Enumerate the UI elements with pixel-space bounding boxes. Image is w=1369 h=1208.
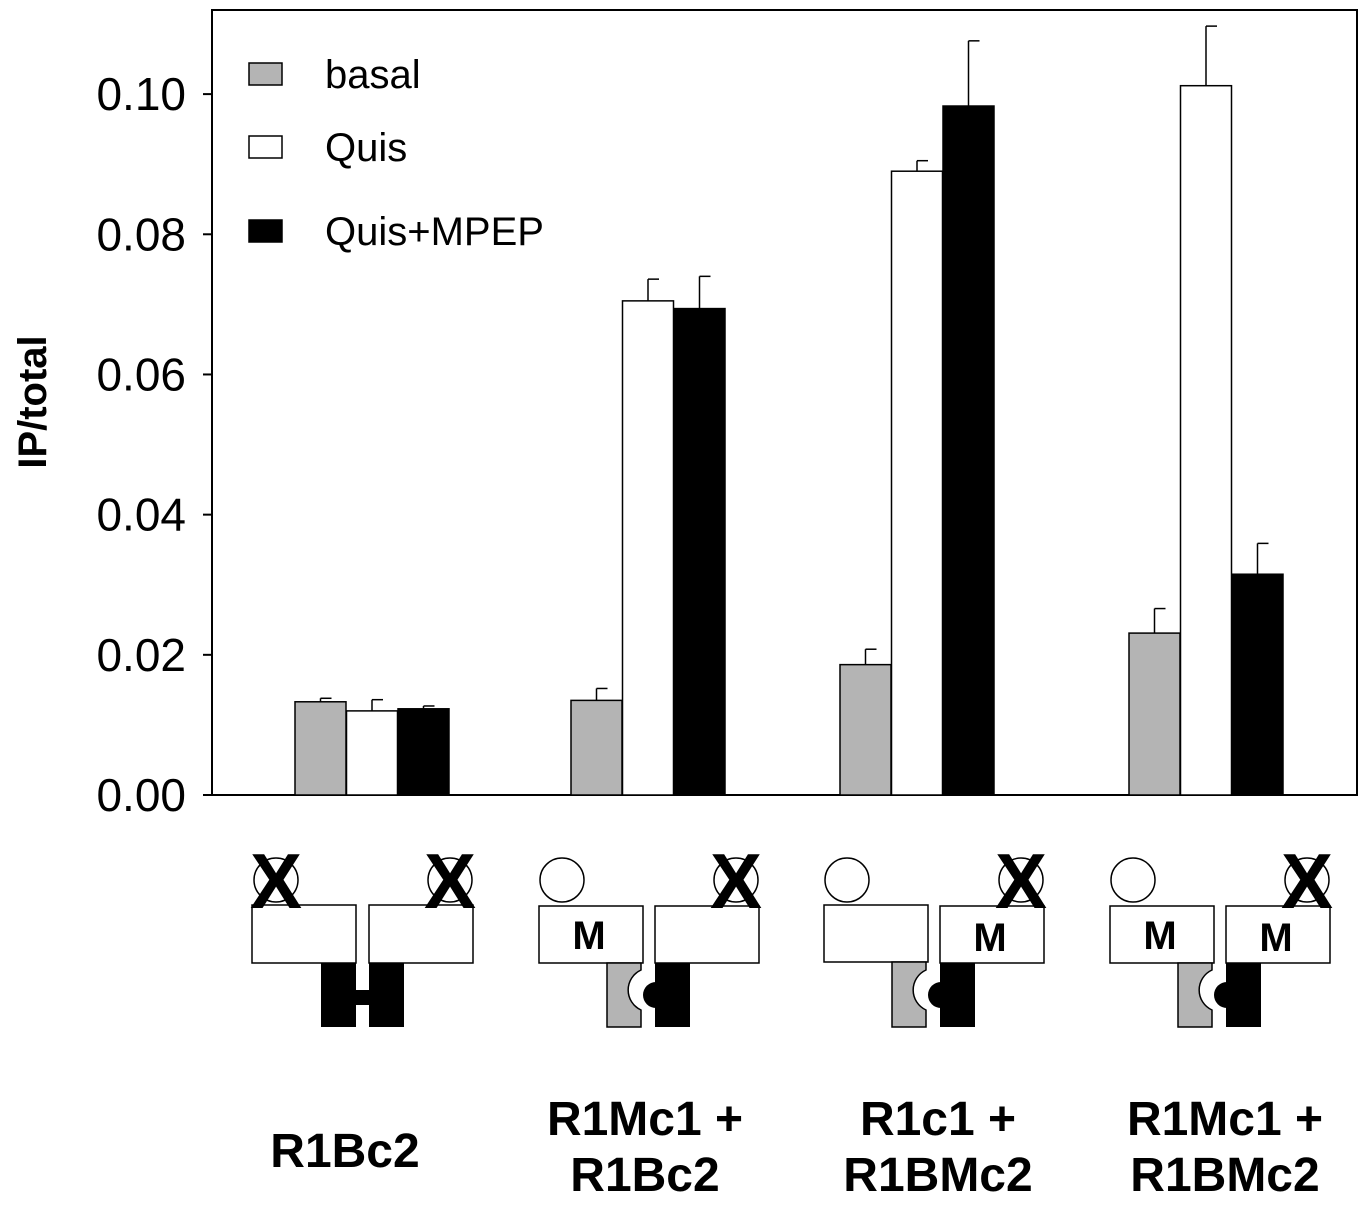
receptor-box bbox=[654, 905, 760, 964]
receptor-box bbox=[823, 904, 929, 963]
bar bbox=[942, 105, 995, 796]
legend-label: Quis+MPEP bbox=[325, 210, 544, 254]
receptor-diagram: M MX bbox=[1109, 837, 1333, 1028]
receptor-box bbox=[1225, 905, 1331, 964]
bar bbox=[1231, 573, 1284, 796]
y-axis-title: IP/total bbox=[11, 335, 55, 468]
m-label: M bbox=[1259, 916, 1292, 960]
m-label: M bbox=[1143, 914, 1176, 958]
group-label: R1c1 + R1BMc2 bbox=[818, 1092, 1058, 1204]
x-mark: X bbox=[424, 837, 476, 925]
bar bbox=[1179, 84, 1233, 796]
c-tail-grey bbox=[606, 962, 642, 1028]
bar bbox=[673, 307, 726, 796]
y-tick-label: 0.00 bbox=[96, 769, 186, 820]
c-tail-knob bbox=[1214, 982, 1240, 1008]
group-label-line: R1BMc2 bbox=[843, 1149, 1033, 1202]
c-tail-grey bbox=[1177, 962, 1213, 1028]
receptor-box bbox=[368, 904, 474, 964]
receptor-box bbox=[1109, 905, 1215, 964]
legend-swatch bbox=[248, 62, 283, 86]
group-label-line: R1BMc2 bbox=[1130, 1149, 1320, 1202]
c-tail bbox=[369, 963, 404, 1027]
receptor-box bbox=[251, 904, 357, 964]
bar bbox=[570, 699, 623, 796]
group-label-line: R1c1 + bbox=[859, 1093, 1017, 1146]
receptor-diagram: MX bbox=[823, 837, 1047, 1028]
y-tick-label: 0.04 bbox=[96, 489, 186, 541]
bar bbox=[621, 300, 675, 796]
group-label-line: R1Bc2 bbox=[570, 1149, 720, 1202]
binding-domain bbox=[427, 857, 473, 903]
bar bbox=[839, 663, 892, 796]
bar bbox=[397, 708, 450, 796]
bar bbox=[294, 701, 347, 796]
receptor-diagram: MX bbox=[538, 837, 762, 1028]
y-tick-label: 0.10 bbox=[96, 68, 186, 120]
x-mark: X bbox=[250, 837, 302, 925]
group-label-line: R1Bc2 bbox=[270, 1125, 420, 1178]
legend-label: Quis bbox=[325, 126, 407, 170]
bar bbox=[345, 710, 399, 796]
c-tail bbox=[321, 963, 356, 1027]
c-tail-grey bbox=[891, 961, 927, 1028]
binding-domain bbox=[1110, 857, 1156, 903]
binding-domain bbox=[253, 857, 299, 903]
legend-label: basal bbox=[325, 53, 421, 97]
y-tick-label: 0.02 bbox=[96, 629, 186, 681]
c-tail-knob bbox=[643, 982, 669, 1008]
c-tail-link bbox=[354, 990, 371, 1005]
binding-domain bbox=[824, 857, 870, 903]
binding-domain bbox=[713, 857, 759, 903]
group-label-line: R1Mc1 + bbox=[1126, 1093, 1324, 1146]
m-label: M bbox=[572, 914, 605, 958]
bar bbox=[1128, 632, 1181, 796]
x-mark: X bbox=[995, 837, 1047, 925]
group-label: R1Mc1 + R1BMc2 bbox=[1105, 1092, 1345, 1204]
bar-chart: 0.00 0.02 0.04 0.06 0.08 0.10 IP/total basal Qui… bbox=[11, 9, 1358, 820]
group-label: R1Bc2 bbox=[225, 1124, 465, 1180]
receptor-box bbox=[939, 905, 1045, 964]
y-tick-label: 0.08 bbox=[96, 208, 186, 260]
binding-domain bbox=[1284, 857, 1330, 903]
x-mark: X bbox=[710, 837, 762, 925]
y-tick-label: 0.06 bbox=[96, 348, 186, 400]
x-mark: X bbox=[1281, 837, 1333, 925]
legend-swatch bbox=[248, 219, 283, 243]
binding-domain bbox=[998, 857, 1044, 903]
bar bbox=[890, 170, 944, 796]
m-label: M bbox=[973, 916, 1006, 960]
plot-frame bbox=[211, 9, 1358, 796]
c-tail-knob bbox=[928, 982, 954, 1008]
group-label: R1Mc1 + R1Bc2 bbox=[525, 1092, 765, 1204]
legend-swatch bbox=[248, 135, 283, 159]
receptor-box bbox=[538, 905, 644, 964]
group-label-line: R1Mc1 + bbox=[546, 1093, 744, 1146]
binding-domain bbox=[539, 857, 585, 903]
